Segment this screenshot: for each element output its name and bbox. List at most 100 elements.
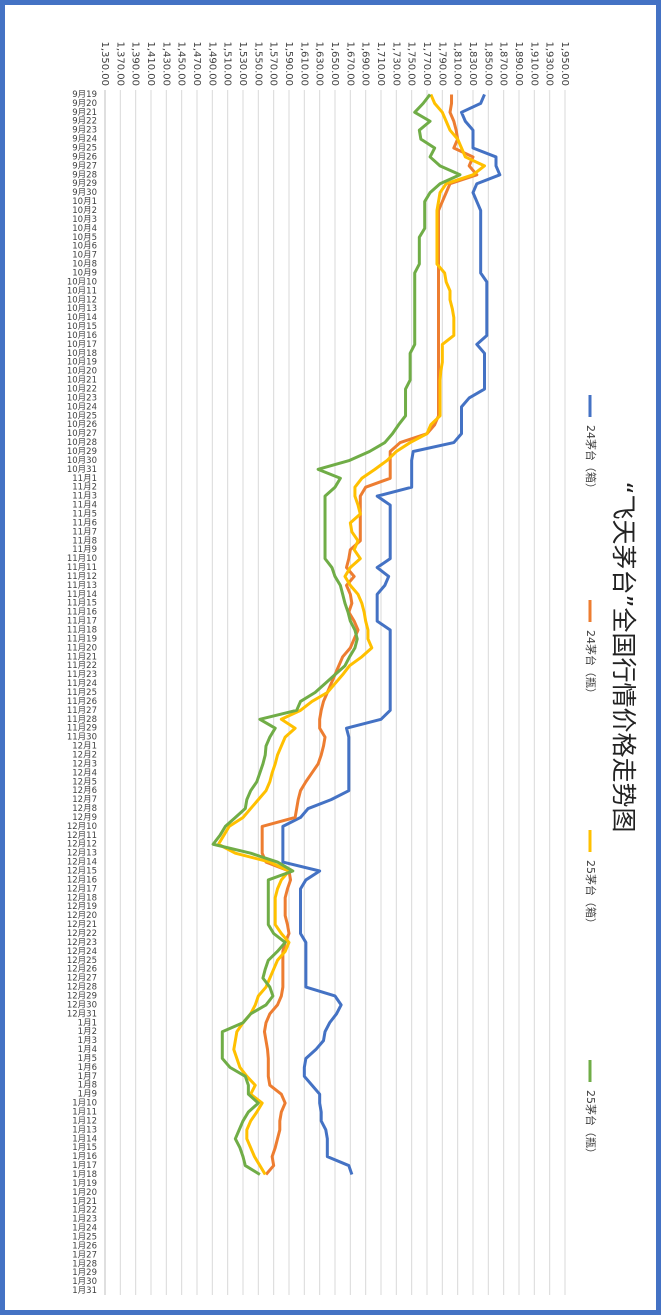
x-tick-label: 10月10 [67,277,97,287]
x-tick-label: 10月11 [67,286,97,296]
x-tick-label: 12月9 [72,813,97,823]
x-tick-label: 1月15 [72,1143,97,1153]
y-tick-label: 1,690.00 [360,41,371,86]
x-tick-label: 10月4 [72,224,97,234]
x-tick-label: 1月23 [72,1215,97,1225]
x-tick-label: 12月20 [67,911,97,921]
x-tick-label: 10月17 [67,340,97,350]
x-tick-label: 10月29 [67,447,97,457]
x-tick-label: 1月17 [72,1161,97,1171]
x-tick-label: 12月31 [67,1009,97,1019]
x-tick-label: 1月8 [78,1081,97,1091]
x-tick-label: 10月9 [72,268,97,278]
x-tick-label: 12月21 [67,920,97,930]
y-tick-label: 1,490.00 [206,41,217,86]
x-tick-label: 1月29 [72,1268,97,1278]
x-tick-label: 12月1 [72,742,97,752]
x-tick-label: 10月5 [72,233,97,243]
y-tick-label: 1,550.00 [252,41,263,86]
y-tick-label: 1,830.00 [467,41,478,86]
y-tick-label: 1,450.00 [176,41,187,86]
x-tick-label: 11月6 [72,518,97,528]
x-tick-label: 11月15 [67,599,97,609]
x-tick-label: 1月26 [72,1241,97,1251]
x-tick-label: 10月6 [72,242,97,252]
x-tick-label: 12月18 [67,893,97,903]
y-tick-label: 1,730.00 [390,41,401,86]
x-tick-label: 1月6 [78,1063,97,1073]
y-tick-label: 1,950.00 [559,41,570,86]
x-tick-label: 1月7 [78,1072,97,1082]
y-tick-label: 1,850.00 [482,41,493,86]
x-tick-label: 10月3 [72,215,97,225]
y-tick-label: 1,590.00 [283,41,294,86]
series-line [216,93,486,1176]
x-tick-label: 1月18 [72,1170,97,1180]
x-tick-label: 11月25 [67,688,97,698]
x-tick-label: 1月12 [72,1116,97,1126]
x-tick-label: 10月16 [67,331,97,341]
x-tick-label: 11月18 [67,626,97,636]
y-tick-label: 1,810.00 [452,41,463,86]
x-tick-label: 12月17 [67,884,97,894]
x-tick-label: 1月1 [78,1018,97,1028]
x-tick-label: 11月12 [67,572,97,582]
x-tick-label: 1月3 [78,1036,97,1046]
x-tick-label: 10月14 [67,313,97,323]
x-tick-label: 11月3 [72,492,97,502]
x-tick-label: 12月14 [67,858,97,868]
x-tick-label: 9月27 [72,161,97,171]
x-tick-label: 11月11 [67,563,97,573]
y-tick-label: 1,650.00 [329,41,340,86]
x-tick-label: 11月21 [67,652,97,662]
x-tick-label: 1月28 [72,1259,97,1269]
x-tick-label: 1月25 [72,1232,97,1242]
x-tick-label: 10月22 [67,385,97,395]
x-tick-label: 10月19 [67,358,97,368]
x-tick-label: 11月9 [72,545,97,555]
x-tick-label: 11月24 [67,679,97,689]
legend-label: 25茅台（箱） [584,860,598,929]
x-tick-label: 10月15 [67,322,97,332]
x-tick-label: 12月6 [72,786,97,796]
x-tick-label: 1月4 [78,1045,97,1055]
x-tick-label: 9月19 [72,90,97,100]
x-tick-label: 12月26 [67,965,97,975]
y-tick-label: 1,790.00 [436,41,447,86]
y-tick-label: 1,750.00 [406,41,417,86]
x-tick-label: 12月27 [67,974,97,984]
legend-label: 24茅台（箱） [584,425,598,494]
y-tick-label: 1,770.00 [421,41,432,86]
y-tick-label: 1,530.00 [237,41,248,86]
x-tick-label: 1月19 [72,1179,97,1189]
x-tick-label: 11月29 [67,724,97,734]
x-tick-label: 1月2 [78,1027,97,1037]
x-tick-label: 12月7 [72,795,97,805]
x-tick-label: 1月13 [72,1125,97,1135]
y-tick-label: 1,910.00 [528,41,539,86]
y-tick-label: 1,510.00 [222,41,233,86]
x-tick-label: 1月31 [72,1286,97,1296]
x-tick-label: 12月16 [67,875,97,885]
x-tick-label: 1月30 [72,1277,97,1287]
x-tick-label: 10月27 [67,429,97,439]
x-tick-label: 12月30 [67,1000,97,1010]
x-tick-label: 11月2 [72,483,97,493]
x-tick-label: 11月30 [67,733,97,743]
y-tick-label: 1,630.00 [314,41,325,86]
x-tick-label: 12月13 [67,849,97,859]
x-tick-label: 10月1 [72,197,97,207]
x-tick-label: 10月12 [67,295,97,305]
y-tick-label: 1,430.00 [160,41,171,86]
x-tick-label: 1月11 [72,1108,97,1118]
x-tick-label: 10月21 [67,376,97,386]
x-tick-label: 10月2 [72,206,97,216]
x-tick-label: 9月30 [72,188,97,198]
plot-area: 1,350.00 1,370.00 1,390.00 1,410.00 1,430.00… [67,41,570,1296]
x-tick-label: 11月16 [67,608,97,618]
x-tick-label: 11月26 [67,697,97,707]
x-tick-label: 1月16 [72,1152,97,1162]
x-tick-label: 9月21 [72,108,97,118]
x-tick-label: 10月20 [67,367,97,377]
x-tick-label: 1月10 [72,1099,97,1109]
